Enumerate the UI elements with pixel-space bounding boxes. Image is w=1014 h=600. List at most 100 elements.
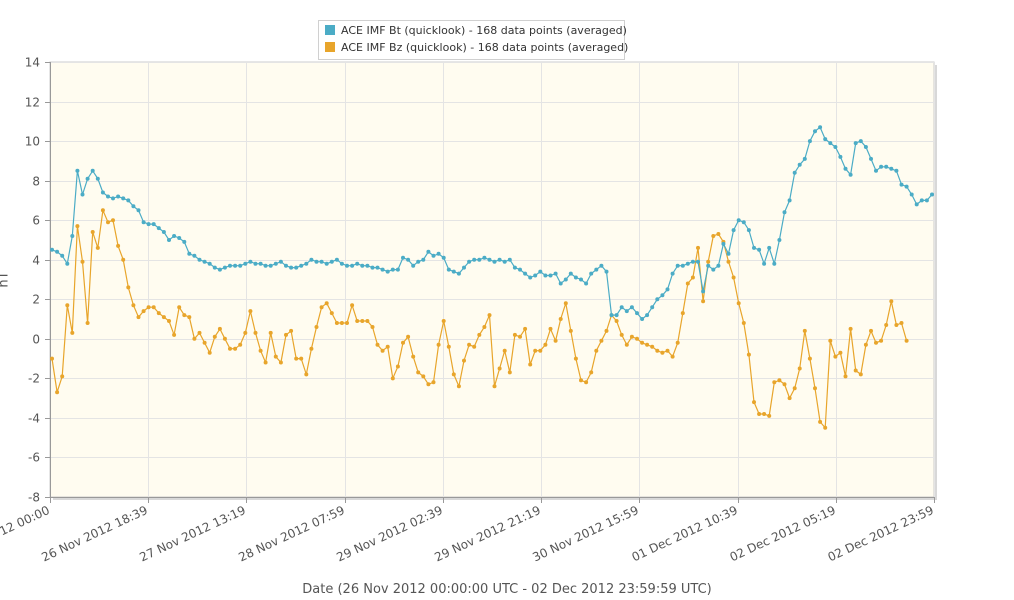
data-point (294, 356, 299, 361)
data-point (589, 271, 594, 276)
data-point (319, 305, 324, 310)
data-point (853, 141, 858, 146)
legend-label-bt: ACE IMF Bt (quicklook) - 168 data points… (341, 24, 627, 37)
data-point (258, 261, 263, 266)
data-point (690, 259, 695, 264)
data-point (568, 271, 573, 276)
data-point (360, 263, 365, 268)
data-point (507, 370, 512, 375)
y-tick-label: 6 (32, 214, 40, 228)
data-point (156, 226, 161, 231)
data-point (533, 273, 538, 278)
data-point (380, 267, 385, 272)
data-point (416, 370, 421, 375)
data-point (706, 259, 711, 264)
legend-item-bt[interactable]: ACE IMF Bt (quicklook) - 168 data points… (325, 23, 627, 39)
data-point (594, 348, 599, 353)
x-axis-label: Date (26 Nov 2012 00:00:00 UTC - 02 Dec … (302, 582, 712, 597)
data-point (752, 400, 756, 405)
data-point (762, 412, 767, 416)
x-tick-label: 29 Nov 2012 02:39 (334, 503, 444, 564)
data-point (680, 263, 685, 268)
data-point (294, 265, 299, 270)
data-point (828, 141, 833, 146)
data-point (797, 366, 802, 371)
data-point (843, 374, 848, 379)
data-point (75, 168, 80, 173)
chart-legend[interactable]: ACE IMF Bt (quicklook) - 168 data points… (318, 20, 628, 60)
data-point (95, 245, 100, 250)
data-point (538, 269, 543, 274)
data-point (874, 168, 878, 173)
data-point (75, 224, 80, 229)
data-point (268, 330, 273, 335)
data-point (670, 354, 675, 359)
data-point (650, 305, 655, 310)
data-point (60, 374, 65, 379)
data-point (685, 281, 690, 286)
data-point (217, 267, 222, 272)
data-point (472, 344, 477, 349)
data-point (553, 338, 558, 343)
data-point (701, 289, 706, 294)
data-point (116, 243, 121, 248)
data-point (507, 257, 512, 262)
data-point (228, 346, 232, 351)
data-point (222, 336, 227, 341)
data-point (645, 313, 650, 318)
data-point (431, 380, 436, 385)
data-point (141, 220, 146, 225)
data-point (365, 319, 370, 323)
data-point (192, 336, 197, 341)
data-point (370, 265, 375, 270)
data-point (894, 168, 899, 173)
data-point (619, 332, 624, 337)
data-point (843, 166, 848, 171)
data-point (456, 384, 461, 389)
data-point (100, 208, 105, 213)
data-point (807, 356, 812, 361)
data-point (395, 364, 400, 369)
data-point (802, 328, 807, 333)
data-point (161, 230, 166, 234)
data-point (502, 348, 507, 353)
series-layer (50, 125, 934, 430)
data-point (436, 251, 441, 256)
data-point (894, 323, 899, 327)
data-point (497, 366, 502, 371)
data-point (518, 267, 522, 272)
data-point (579, 378, 583, 383)
x-tick-label: 29 Nov 2012 21:19 (432, 503, 542, 564)
x-tick-label: 26 Nov 2012 18:39 (39, 503, 149, 564)
data-point (161, 315, 166, 320)
x-tick-label: 01 Dec 2012 10:39 (630, 503, 740, 564)
data-point (853, 368, 858, 373)
data-point (523, 271, 528, 276)
data-point (614, 313, 619, 318)
data-point (355, 261, 360, 266)
data-point (813, 386, 817, 391)
data-point (624, 342, 629, 347)
data-point (782, 382, 787, 387)
data-point (278, 259, 283, 264)
data-point (345, 263, 349, 268)
legend-item-bz[interactable]: ACE IMF Bz (quicklook) - 168 data points… (325, 40, 628, 56)
data-point (177, 236, 182, 240)
data-point (111, 196, 115, 201)
data-point (65, 261, 70, 266)
data-point (828, 338, 833, 343)
data-point (594, 267, 599, 272)
data-point (401, 255, 405, 260)
data-point (233, 263, 238, 268)
x-tick-label: 30 Nov 2012 15:59 (530, 503, 640, 564)
data-point (167, 238, 171, 242)
data-point (614, 319, 619, 323)
data-point (258, 348, 263, 353)
data-point (512, 265, 517, 270)
data-point (167, 319, 171, 323)
data-point (909, 192, 914, 197)
data-point (553, 271, 558, 276)
data-point (345, 321, 349, 325)
data-point (100, 190, 105, 195)
